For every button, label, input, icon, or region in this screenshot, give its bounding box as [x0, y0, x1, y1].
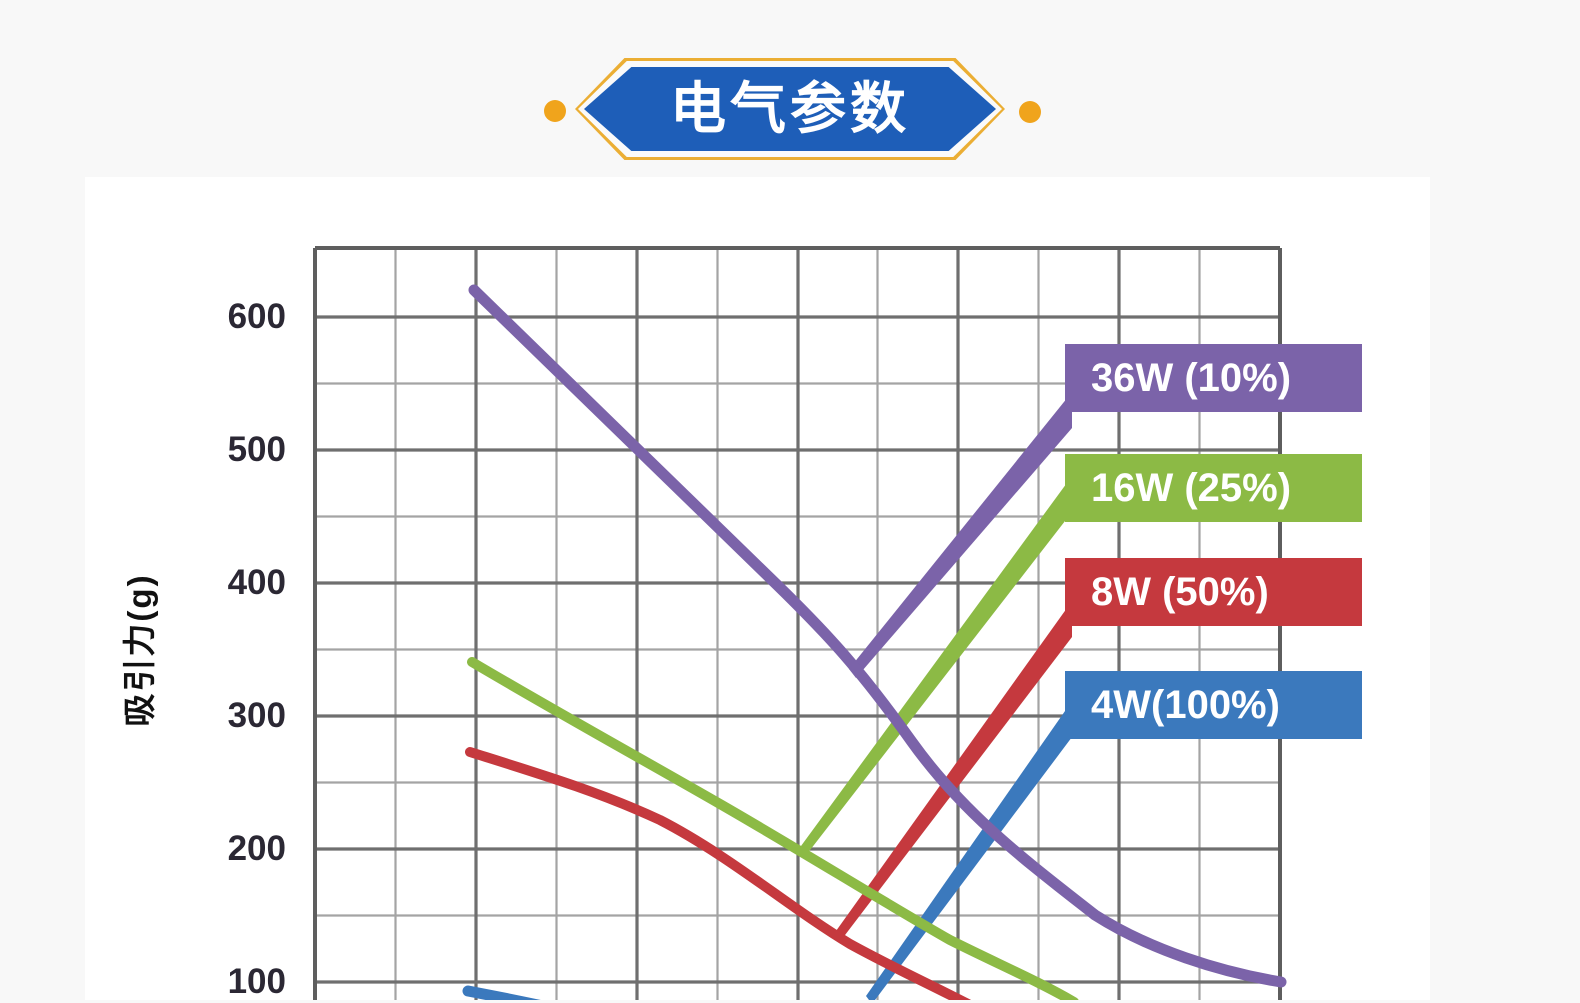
series-label-4w-text: 4W(100%) [1091, 682, 1280, 727]
series-label-16w: 16W (25%) [1065, 454, 1362, 522]
series-label-8w: 8W (50%) [1065, 558, 1362, 626]
series-label-36w-text: 36W (10%) [1091, 355, 1292, 400]
section-title: 电气参数 [670, 77, 910, 140]
section-badge: 电气参数 [575, 58, 1005, 160]
badge-fill-hexagon: 电气参数 [584, 67, 996, 151]
series-line-8w [465, 747, 971, 1000]
y-tick-500: 500 [227, 430, 286, 469]
series-line-36w [468, 284, 1287, 988]
series-label-16w-text: 16W (25%) [1091, 465, 1292, 510]
y-tick-200: 200 [227, 829, 286, 868]
series-label-8w-text: 8W (50%) [1091, 569, 1269, 614]
y-axis-title: 吸引力(g) [121, 573, 158, 727]
series-line-16w [467, 657, 1079, 1000]
callout-pointer-16w [801, 476, 1072, 854]
callout-pointer-36w [849, 392, 1072, 678]
badge-left-dot-icon [544, 100, 566, 122]
y-tick-300: 300 [227, 696, 286, 735]
series-line-4w [462, 985, 541, 1000]
y-tick-100: 100 [227, 962, 286, 1001]
badge-right-dot-icon [1019, 101, 1041, 123]
y-tick-400: 400 [227, 563, 286, 602]
series-label-36w: 36W (10%) [1065, 344, 1362, 412]
series-label-4w: 4W(100%) [1065, 671, 1362, 739]
callout-pointer-8w [836, 601, 1072, 939]
y-tick-600: 600 [227, 297, 286, 336]
